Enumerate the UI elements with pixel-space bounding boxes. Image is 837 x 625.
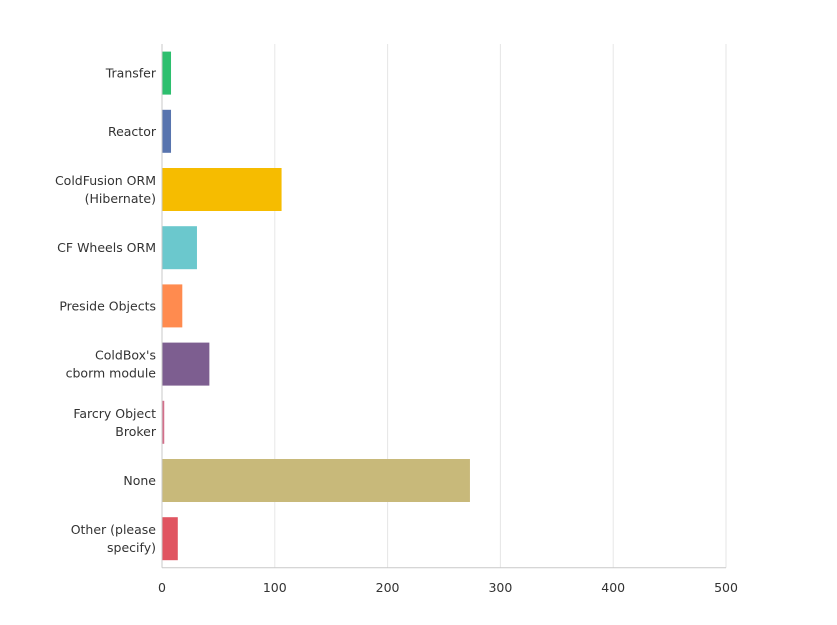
bar-cf-wheels-orm <box>162 226 197 270</box>
bar-preside-objects <box>162 284 183 328</box>
category-label-reactor: Reactor <box>108 124 157 139</box>
x-tick-label-0: 0 <box>158 580 166 595</box>
x-tick-label-500: 500 <box>714 580 738 595</box>
bar-transfer <box>162 51 172 95</box>
category-label-farcry-object-broker: Farcry Object Broker <box>73 406 157 439</box>
category-labels: Transfer Reactor ColdFusion ORM (Hibernate)… <box>55 66 157 556</box>
bar-farcry-object-broker <box>162 400 165 444</box>
category-label-preside-objects: Preside Objects <box>59 298 156 313</box>
category-label-cf-wheels-orm: CF Wheels ORM <box>57 240 156 255</box>
category-label-none: None <box>123 473 156 488</box>
x-tick-label-400: 400 <box>601 580 625 595</box>
bar-none <box>162 459 470 502</box>
bars <box>162 51 470 561</box>
axes <box>161 44 726 569</box>
category-label-coldfusion-orm-hibernate: ColdFusion ORM (Hibernate) <box>55 173 156 206</box>
bar-other-please-specify <box>162 517 178 561</box>
category-label-other-please-specify: Other (please specify) <box>71 522 157 555</box>
bar-reactor <box>162 109 172 153</box>
x-tick-label-100: 100 <box>263 580 287 595</box>
category-label-coldbox-s-cborm-module: ColdBox's cborm module <box>66 348 157 381</box>
bar-coldbox-s-cborm-module <box>162 342 210 386</box>
x-tick-labels: 0 100 200 300 400 500 <box>158 580 738 595</box>
bar-coldfusion-orm-hibernate <box>162 168 282 211</box>
category-label-transfer: Transfer <box>105 66 157 81</box>
x-tick-label-200: 200 <box>376 580 400 595</box>
x-tick-label-300: 300 <box>488 580 512 595</box>
